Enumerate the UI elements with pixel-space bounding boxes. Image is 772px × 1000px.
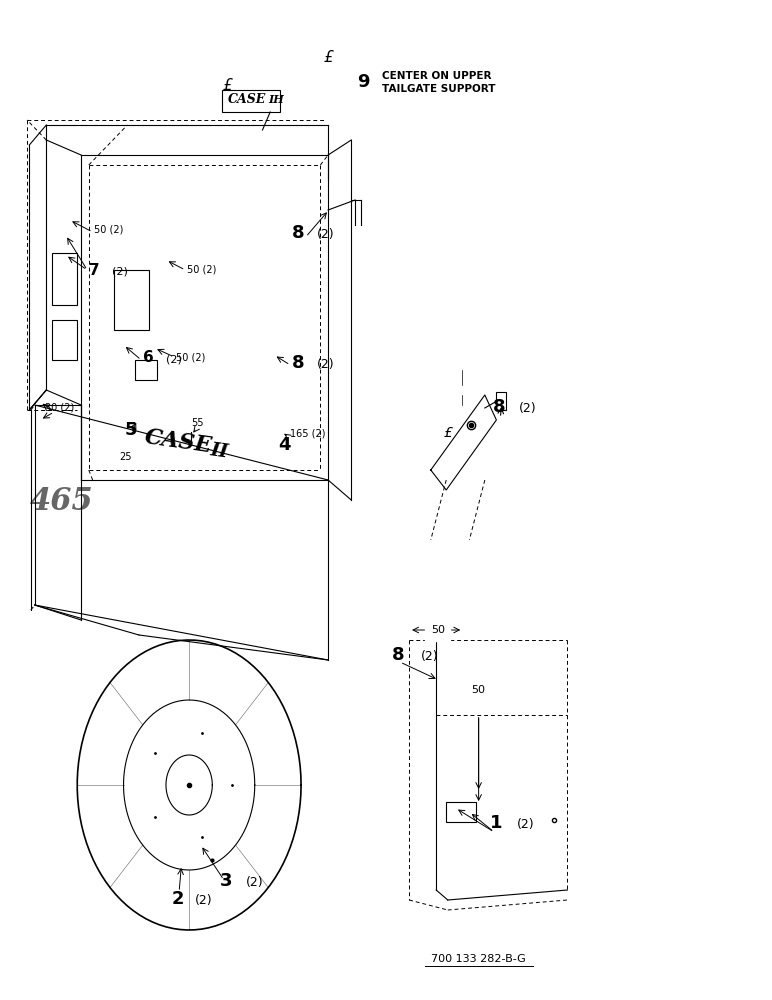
Text: (2): (2) bbox=[421, 650, 438, 663]
Text: CENTER ON UPPER: CENTER ON UPPER bbox=[382, 71, 492, 81]
Text: (2): (2) bbox=[195, 894, 212, 907]
Text: 50: 50 bbox=[431, 625, 445, 635]
Text: £: £ bbox=[444, 426, 452, 440]
Text: £: £ bbox=[223, 78, 232, 93]
Text: 9: 9 bbox=[357, 73, 369, 91]
Text: 4: 4 bbox=[278, 436, 290, 454]
Text: 465: 465 bbox=[29, 486, 93, 517]
Text: (2): (2) bbox=[317, 228, 334, 241]
Text: (2): (2) bbox=[519, 402, 537, 415]
Text: (2): (2) bbox=[517, 818, 535, 831]
Text: 6: 6 bbox=[143, 350, 154, 365]
Text: 25: 25 bbox=[120, 452, 132, 462]
Text: 3: 3 bbox=[220, 872, 232, 890]
Text: 1: 1 bbox=[490, 814, 503, 832]
Text: 2: 2 bbox=[171, 890, 184, 908]
Text: 8: 8 bbox=[292, 354, 304, 372]
Text: 50 (2): 50 (2) bbox=[187, 265, 216, 275]
Text: 8: 8 bbox=[392, 646, 405, 664]
Text: 50: 50 bbox=[472, 685, 486, 695]
Text: IH: IH bbox=[269, 94, 284, 105]
Bar bbox=[496, 392, 506, 410]
Bar bbox=[114, 270, 149, 330]
Bar bbox=[446, 802, 476, 822]
Text: 700 133 282-B-G: 700 133 282-B-G bbox=[432, 954, 526, 964]
Text: (2): (2) bbox=[245, 876, 263, 889]
Text: CASE: CASE bbox=[228, 93, 266, 106]
Bar bbox=[52, 320, 77, 360]
Text: 5: 5 bbox=[125, 421, 137, 439]
Text: 30 (2): 30 (2) bbox=[45, 402, 74, 412]
Text: CASE: CASE bbox=[143, 426, 213, 457]
Bar bbox=[135, 360, 157, 380]
Text: 165 (2): 165 (2) bbox=[290, 429, 326, 439]
Bar bbox=[222, 90, 280, 112]
Text: 50 (2): 50 (2) bbox=[176, 352, 205, 362]
Text: 50 (2): 50 (2) bbox=[94, 224, 124, 234]
Bar bbox=[52, 253, 77, 305]
Text: TAILGATE SUPPORT: TAILGATE SUPPORT bbox=[382, 84, 496, 94]
Text: (2): (2) bbox=[317, 358, 334, 371]
Text: 55: 55 bbox=[191, 418, 204, 428]
Text: 8: 8 bbox=[493, 398, 505, 416]
Text: 8: 8 bbox=[292, 224, 304, 242]
Text: (2): (2) bbox=[112, 267, 128, 277]
Text: (2): (2) bbox=[166, 354, 182, 364]
Text: II: II bbox=[208, 442, 229, 462]
Text: £: £ bbox=[323, 50, 333, 65]
Text: 7: 7 bbox=[89, 263, 100, 278]
